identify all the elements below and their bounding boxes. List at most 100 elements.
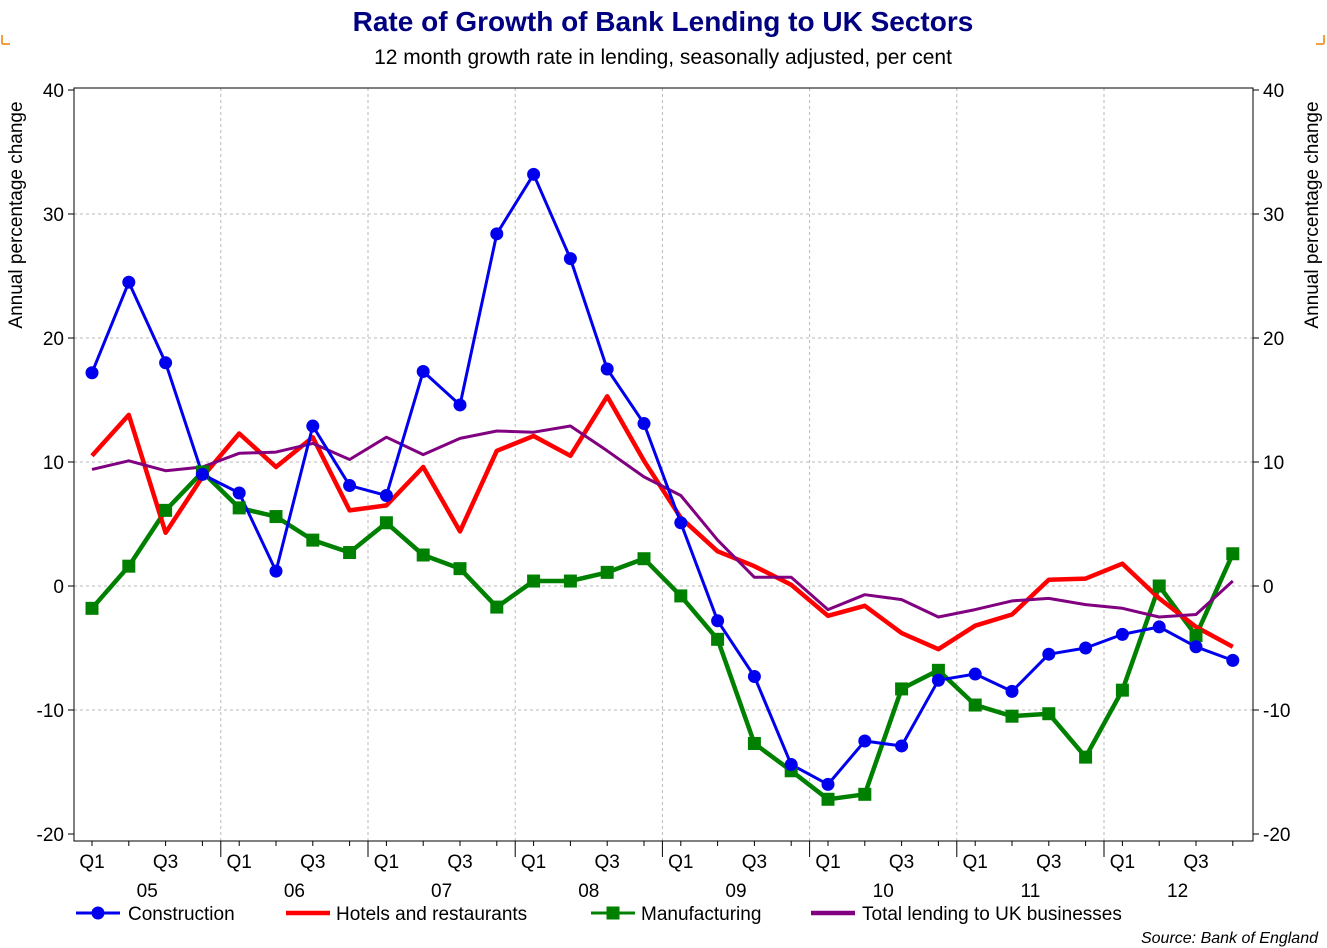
- y-tick-label-left: 10: [43, 453, 64, 474]
- x-tick-label: Q1: [227, 852, 252, 873]
- series-line-construction: [90, 172, 1234, 786]
- data-point-construction: [674, 516, 688, 530]
- legend-label: Hotels and restaurants: [336, 904, 527, 925]
- x-tick-label: Q1: [374, 852, 399, 873]
- data-point-construction: [1005, 684, 1019, 698]
- y-axis-label-right: Annual percentage change: [1302, 101, 1323, 328]
- data-point-manufacturing: [1079, 750, 1093, 764]
- data-point-manufacturing: [747, 736, 761, 750]
- x-tick-label: Q1: [815, 852, 840, 873]
- data-point-construction: [416, 364, 430, 378]
- data-point-manufacturing: [269, 510, 283, 524]
- data-point-manufacturing: [600, 565, 614, 579]
- y-tick-label-left: 0: [53, 577, 64, 598]
- x-tick-label: Q1: [963, 852, 988, 873]
- data-point-construction: [1152, 620, 1166, 634]
- plot-frame: [73, 87, 1254, 842]
- data-point-construction: [821, 777, 835, 791]
- data-point-construction: [600, 362, 614, 376]
- data-point-construction: [968, 667, 982, 681]
- data-point-manufacturing: [1189, 629, 1203, 643]
- data-point-manufacturing: [122, 559, 136, 573]
- data-point-manufacturing: [1152, 579, 1166, 593]
- chart-title: Rate of Growth of Bank Lending to UK Sec…: [353, 6, 974, 37]
- data-point-manufacturing: [306, 533, 320, 547]
- data-point-manufacturing: [674, 589, 688, 603]
- x-year-label: 08: [578, 881, 599, 902]
- data-point-manufacturing: [1005, 709, 1019, 723]
- y-tick-label-right: 30: [1263, 205, 1284, 226]
- legend-label: Construction: [128, 904, 235, 925]
- series-line-total-lending-to-uk-businesses: [91, 424, 1234, 619]
- x-year-label: 09: [725, 881, 746, 902]
- data-point-manufacturing: [453, 562, 467, 576]
- y-axis-label-left: Annual percentage change: [6, 101, 27, 328]
- x-tick-label: Q3: [595, 852, 620, 873]
- x-tick-label: Q3: [447, 852, 472, 873]
- data-point-manufacturing: [527, 574, 541, 588]
- corner-mark-top-right: [1316, 35, 1325, 45]
- data-point-construction: [1079, 641, 1093, 655]
- data-point-construction: [122, 275, 136, 289]
- data-point-manufacturing: [895, 682, 909, 696]
- x-year-label: 12: [1167, 881, 1188, 902]
- data-point-manufacturing: [232, 501, 246, 515]
- x-tick-label: Q1: [1110, 852, 1135, 873]
- data-point-manufacturing: [379, 516, 393, 530]
- data-point-manufacturing: [968, 698, 982, 712]
- y-tick-label-right: 10: [1263, 453, 1284, 474]
- data-point-construction: [931, 673, 945, 687]
- data-point-construction: [269, 564, 283, 578]
- data-point-manufacturing: [931, 663, 945, 677]
- legend-marker: [606, 906, 620, 920]
- data-point-construction: [343, 479, 357, 493]
- x-tick-label: Q3: [1036, 852, 1061, 873]
- x-tick-label: Q1: [79, 852, 104, 873]
- y-tick-label-right: -10: [1263, 701, 1290, 722]
- y-tick-label-right: 0: [1263, 577, 1274, 598]
- corner-mark-top-left: [1, 35, 10, 45]
- x-tick-label: Q3: [153, 852, 178, 873]
- y-tick-label-left: -20: [37, 825, 64, 846]
- x-tick-label: Q3: [300, 852, 325, 873]
- data-point-construction: [232, 486, 246, 500]
- data-point-construction: [637, 417, 651, 431]
- x-year-label: 11: [1021, 881, 1041, 902]
- data-point-manufacturing: [416, 548, 430, 562]
- data-point-manufacturing: [563, 574, 577, 588]
- data-point-manufacturing: [1226, 547, 1240, 561]
- data-point-manufacturing: [821, 792, 835, 806]
- legend-marker: [91, 906, 105, 920]
- y-tick-label-right: 20: [1263, 329, 1284, 350]
- data-point-construction: [159, 356, 173, 370]
- y-tick-label-left: 40: [43, 81, 64, 102]
- legend-label: Total lending to UK businesses: [862, 904, 1122, 925]
- series-group: [85, 167, 1240, 806]
- x-tick-label: Q3: [742, 852, 767, 873]
- x-tick-label: Q1: [521, 852, 546, 873]
- data-point-construction: [453, 398, 467, 412]
- data-point-manufacturing: [343, 546, 357, 560]
- data-point-construction: [895, 739, 909, 753]
- y-tick-label-left: 20: [43, 329, 64, 350]
- data-point-construction: [1226, 653, 1240, 667]
- data-point-construction: [379, 488, 393, 502]
- data-point-manufacturing: [159, 503, 173, 517]
- x-tick-label: Q3: [889, 852, 914, 873]
- source-note: Source: Bank of England: [1141, 930, 1319, 947]
- data-point-manufacturing: [490, 600, 504, 614]
- data-point-manufacturing: [711, 632, 725, 646]
- data-point-manufacturing: [1115, 683, 1129, 697]
- y-tick-label-left: -10: [37, 701, 64, 722]
- y-tick-label-right: 40: [1263, 81, 1284, 102]
- data-point-construction: [563, 252, 577, 266]
- gridlines: [74, 88, 1253, 841]
- series-line-hotels-and-restaurants: [90, 394, 1234, 652]
- data-point-construction: [85, 366, 99, 380]
- data-point-construction: [711, 614, 725, 628]
- x-year-label: 05: [137, 881, 158, 902]
- data-point-construction: [858, 734, 872, 748]
- data-point-construction: [784, 758, 798, 772]
- legend: Construction Hotels and restaurants Manufa…: [76, 904, 1122, 925]
